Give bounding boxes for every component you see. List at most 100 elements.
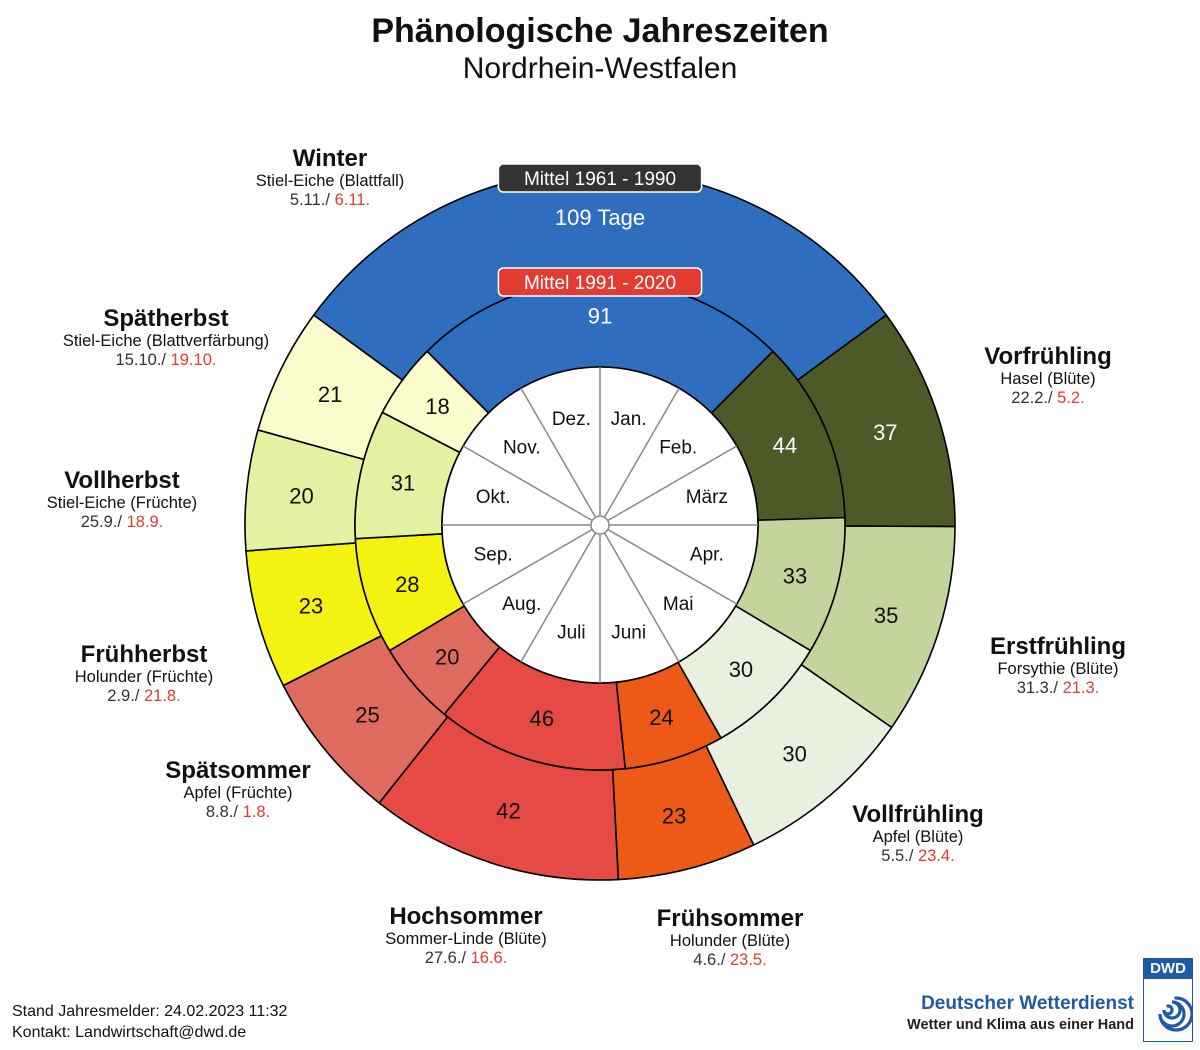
outer-ring-value-vollherbst: 20 xyxy=(289,483,313,508)
footer-status: Stand Jahresmelder: 24.02.2023 11:32 xyxy=(12,1003,288,1020)
season-dates: 4.6./ 23.5. xyxy=(630,951,830,970)
inner-ring-value-vollfruehling: 30 xyxy=(729,657,753,682)
season-name: Frühsommer xyxy=(656,905,804,932)
inner-ring-value-spaetsommer: 20 xyxy=(435,644,459,669)
outer-ring-value-hochsommer: 42 xyxy=(496,799,520,824)
date-1991-2020: 23.4. xyxy=(918,847,955,865)
month-divider xyxy=(602,387,680,521)
season-name: Vollfrühling xyxy=(852,801,984,828)
season-label-fruehsommer: Frühsommer Holunder (Blüte) 4.6./ 23.5. xyxy=(630,906,830,970)
season-plant: Forsythie (Blüte) xyxy=(997,660,1119,678)
month-divider xyxy=(602,529,680,663)
season-dates: 27.6./ 16.6. xyxy=(356,949,576,968)
outer-ring-value-fruehsommer: 23 xyxy=(662,804,686,829)
month-label: Mai xyxy=(663,594,694,615)
season-dates: 8.8./ 1.8. xyxy=(138,803,338,822)
month-label: Sep. xyxy=(474,544,513,565)
date-1991-2020: 18.9. xyxy=(126,513,164,531)
inner-ring-label: Mittel 1991 - 2020 xyxy=(524,273,676,294)
season-name: Spätherbst xyxy=(103,305,229,332)
date-1961-1990: 5.11./ xyxy=(289,191,330,209)
season-dates: 5.11./ 6.11. xyxy=(230,191,430,210)
season-name: Winter xyxy=(292,145,368,172)
outer-ring-value-fruehherbst: 23 xyxy=(299,593,323,618)
season-plant: Holunder (Früchte) xyxy=(74,668,214,686)
month-label: Nov. xyxy=(503,438,541,459)
date-1991-2020: 1.8. xyxy=(242,803,271,821)
season-name: Erstfrühling xyxy=(990,633,1126,660)
season-dates: 2.9./ 21.8. xyxy=(44,687,244,706)
dwd-logo: DWD xyxy=(1143,958,1193,1042)
inner-ring-value-fruehsommer: 24 xyxy=(649,705,673,730)
center-hub xyxy=(590,515,610,535)
month-divider xyxy=(520,529,598,663)
date-1961-1990: 2.9./ xyxy=(107,687,140,705)
date-1961-1990: 27.6./ xyxy=(424,949,466,967)
month-label: Aug. xyxy=(502,594,541,615)
season-label-winter: Winter Stiel-Eiche (Blattfall) 5.11./ 6.… xyxy=(230,146,430,210)
date-1961-1990: 22.2./ xyxy=(1011,389,1053,407)
season-label-vorfruehling: Vorfrühling Hasel (Blüte) 22.2./ 5.2. xyxy=(948,344,1148,408)
outer-ring-label: Mittel 1961 - 1990 xyxy=(524,169,676,190)
season-plant: Stiel-Eiche (Blattfall) xyxy=(255,172,405,190)
date-1991-2020: 19.10. xyxy=(170,351,217,369)
date-1991-2020: 5.2. xyxy=(1057,389,1085,407)
season-plant: Apfel (Früchte) xyxy=(183,784,293,802)
inner-ring-value-hochsommer: 46 xyxy=(530,706,554,731)
outer-ring-label-bg xyxy=(497,163,703,193)
season-label-vollherbst: Vollherbst Stiel-Eiche (Früchte) 25.9./ … xyxy=(22,468,222,532)
month-divider xyxy=(520,387,598,521)
month-label: Juni xyxy=(611,623,646,644)
season-dates: 5.5./ 23.4. xyxy=(818,847,1018,866)
footer-contact: Kontakt: Landwirtschaft@dwd.de xyxy=(12,1024,247,1041)
outer-ring-value-winter: 109 Tage xyxy=(555,205,645,230)
season-name: Spätsommer xyxy=(165,757,311,784)
brand-claim: Wetter und Klima aus einer Hand xyxy=(907,1017,1134,1033)
season-dates: 22.2./ 5.2. xyxy=(948,389,1148,408)
month-divider xyxy=(462,445,596,523)
outer-ring-value-erstfruehling: 35 xyxy=(874,603,898,628)
outer-ring-value-vollfruehling: 30 xyxy=(782,741,806,766)
inner-ring-value-vorfruehling: 44 xyxy=(773,433,797,458)
month-divider xyxy=(604,445,738,523)
inner-ring-value-erstfruehling: 33 xyxy=(783,564,807,589)
inner-ring-value-spaetherbst: 18 xyxy=(425,394,449,419)
season-dates: 31.3./ 21.3. xyxy=(958,679,1158,698)
month-label: Dez. xyxy=(552,409,591,430)
date-1961-1990: 5.5./ xyxy=(881,847,914,865)
month-label: Feb. xyxy=(659,438,697,459)
date-1991-2020: 6.11. xyxy=(334,191,371,209)
date-1961-1990: 25.9./ xyxy=(80,513,122,531)
season-plant: Sommer-Linde (Blüte) xyxy=(385,930,547,948)
season-label-spaetherbst: Spätherbst Stiel-Eiche (Blattverfärbung)… xyxy=(16,306,316,370)
inner-ring-value-vollherbst: 31 xyxy=(391,471,415,496)
chart-title: Phänologische Jahreszeiten xyxy=(371,12,829,50)
month-label: Apr. xyxy=(690,544,724,565)
outer-ring-value-spaetsommer: 25 xyxy=(355,703,379,728)
season-name: Hochsommer xyxy=(389,903,543,930)
month-label: Okt. xyxy=(476,487,511,508)
inner-ring-label-bg xyxy=(497,267,703,297)
date-1961-1990: 31.3./ xyxy=(1016,679,1058,697)
date-1961-1990: 15.10./ xyxy=(115,351,166,369)
season-label-vollfruehling: Vollfrühling Apfel (Blüte) 5.5./ 23.4. xyxy=(818,802,1018,866)
month-label: Jan. xyxy=(611,409,647,430)
date-1991-2020: 23.5. xyxy=(730,951,767,969)
date-1991-2020: 16.6. xyxy=(470,949,508,967)
season-plant: Stiel-Eiche (Blattverfärbung) xyxy=(62,332,270,350)
date-1961-1990: 4.6./ xyxy=(693,951,726,969)
season-dates: 25.9./ 18.9. xyxy=(22,513,222,532)
season-plant: Apfel (Blüte) xyxy=(872,828,964,846)
season-dates: 15.10./ 19.10. xyxy=(16,351,316,370)
date-1991-2020: 21.8. xyxy=(144,687,181,705)
month-divider xyxy=(604,527,738,605)
outer-ring-value-spaetherbst: 21 xyxy=(318,382,342,407)
season-plant: Holunder (Blüte) xyxy=(669,932,791,950)
season-plant: Hasel (Blüte) xyxy=(1000,370,1096,388)
date-1961-1990: 8.8./ xyxy=(205,803,238,821)
season-label-fruehherbst: Frühherbst Holunder (Früchte) 2.9./ 21.8… xyxy=(44,642,244,706)
season-label-hochsommer: Hochsommer Sommer-Linde (Blüte) 27.6./ 1… xyxy=(356,904,576,968)
season-name: Frühherbst xyxy=(80,641,208,668)
season-label-erstfruehling: Erstfrühling Forsythie (Blüte) 31.3./ 21… xyxy=(958,634,1158,698)
